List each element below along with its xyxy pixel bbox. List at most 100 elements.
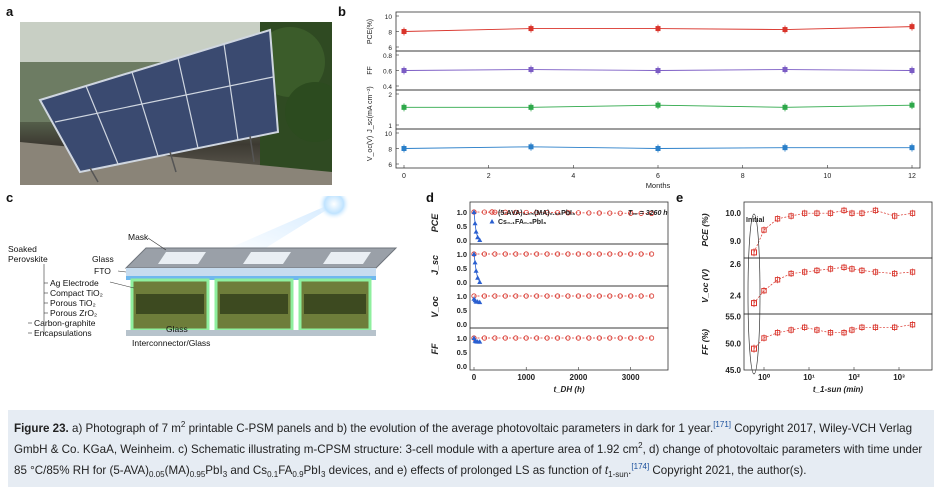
panel-e-point [774,330,781,336]
label-carbon-graphite: Carbon-graphite [34,318,96,328]
panel-e-initial-point [751,300,757,307]
panel-e-y-label: PCE (%) [700,213,710,246]
panel-e-point [827,330,834,336]
panel-b-y-label: FF [367,66,374,75]
panel-d-red-point [596,251,602,257]
panel-d-y-tick: 1.0 [457,334,467,343]
panel-b-point [528,67,534,73]
panel-d-y-label: J_sc [430,255,440,275]
label-soaked: Soaked [8,244,37,254]
panel-d-red-point [575,335,582,341]
panel-d-red-point [513,293,519,299]
panel-d-red-point [607,293,613,299]
panel-d-red-point [596,335,602,341]
label-compact-tio2: Compact TiO₂ [50,288,103,298]
panel-d-red-point [502,335,508,341]
panel-d-red-point [502,209,508,215]
panel-e-point [841,264,847,270]
panel-e-point [814,267,820,274]
panel-e-point [849,210,855,216]
panel-b-x-tick: 0 [402,173,406,180]
panel-d-red-point [607,251,613,257]
panel-e-point [859,210,865,216]
panel-d-x-label: t_DH (h) [553,385,584,394]
panel-d-red-point [534,293,540,299]
panel-d-red-point [586,210,592,216]
panel-d-red-point [481,293,488,299]
panel-d-red-point [628,251,634,257]
panel-b-y-tick: 8 [388,30,392,37]
panel-e-point [872,324,879,330]
panel-d-red-point [544,251,550,257]
panel-e-initial-bracket [747,213,761,375]
panel-e-x-tick: 10³ [893,373,905,382]
panel-d-y-tick: 0.0 [457,278,467,287]
panel-e-row-frame [743,257,933,315]
caption-sub: 0.9 [292,469,304,479]
caption-sup: 2 [180,420,186,429]
panel-d-red-point [513,335,519,341]
panel-e-point [788,270,794,277]
caption-sup: 2 [638,440,643,450]
label-ag-electrode: Ag Electrode [50,278,99,288]
panel-e-point [909,210,916,216]
panel-d-red-point [523,335,529,341]
caption-text: (MA) [164,463,190,477]
caption-citation[interactable]: [174] [631,461,650,471]
panel-d-red-point [565,293,571,299]
panel-e-x-tick: 10¹ [803,373,815,382]
panel-d-row-frame [469,243,669,287]
panel-d-red-point [596,210,602,216]
panel-d-blue-point [475,234,481,240]
panel-b-letter: b [338,4,346,19]
caption-text: PbI [303,463,321,477]
panel-e-line [753,266,913,304]
panel-e-point [814,327,820,333]
panel-d-red-point [648,293,655,299]
solar-panel-photo-drawing [20,22,332,185]
label-perovskite: Perovskite [8,254,48,264]
panel-e-initial-point [751,249,757,256]
label-glass-top: Glass [92,254,114,264]
panel-d-y-tick: 0.0 [457,236,467,245]
panel-e-point [774,216,781,222]
caption-figure-number: Figure 23. [14,421,69,435]
panel-d-red-point [523,209,529,216]
panel-b-point [401,104,407,110]
panel-d-red-point [513,209,519,215]
panel-d-red-point [492,251,498,257]
panel-b-point [655,146,661,151]
panel-d-red-point [638,210,644,216]
panel-d-y-tick: 1.0 [457,250,467,259]
caption-sub: 0.95 [189,469,206,479]
panel-d-red-point [534,209,540,216]
figure-caption: Figure 23. a) Photograph of 7 m2 printab… [8,410,934,487]
caption-sub: 0.1 [267,469,279,479]
panel-b-chart: 10 8 6 PCE(%) 0.8 0.6 0.4 FF 2 1 J_sc(mA cm⁻²) 10 8 6… [367,11,921,190]
label-interconnector: Interconnector/Glass [132,338,210,348]
panel-d-blue-point [473,268,479,273]
panel-e-point [841,207,847,214]
panel-b-point [655,68,661,73]
panel-d-blue-point [477,279,483,284]
panel-d-red-point [586,335,592,341]
caption-citation[interactable]: [171] [713,420,731,429]
panel-d-y-tick: 0.0 [457,362,467,371]
panel-e-y-label: V_oc (V) [700,269,710,303]
panel-d-red-point [648,210,655,217]
panel-d-red-point [607,335,613,341]
panel-e-point [801,210,808,216]
panel-d-t90: T₉₀ = 3260 h [628,210,668,217]
panel-d-red-point [481,209,488,215]
panel-d-y-tick: 0.5 [457,222,467,231]
label-encapsulations: Encapsulations [34,328,92,338]
panel-d-red-point [513,251,519,257]
panel-e-point [827,210,834,216]
panel-b-x-tick: 6 [656,173,660,180]
panel-d-red-point [648,335,655,341]
panel-b-point [909,102,915,108]
panel-d-y-tick: 1.0 [457,292,467,301]
panel-d-y-tick: 0.5 [457,306,467,315]
panel-b-x-tick: 2 [487,173,491,180]
panel-b-y-label: J_sc(mA cm⁻²) [367,86,374,132]
